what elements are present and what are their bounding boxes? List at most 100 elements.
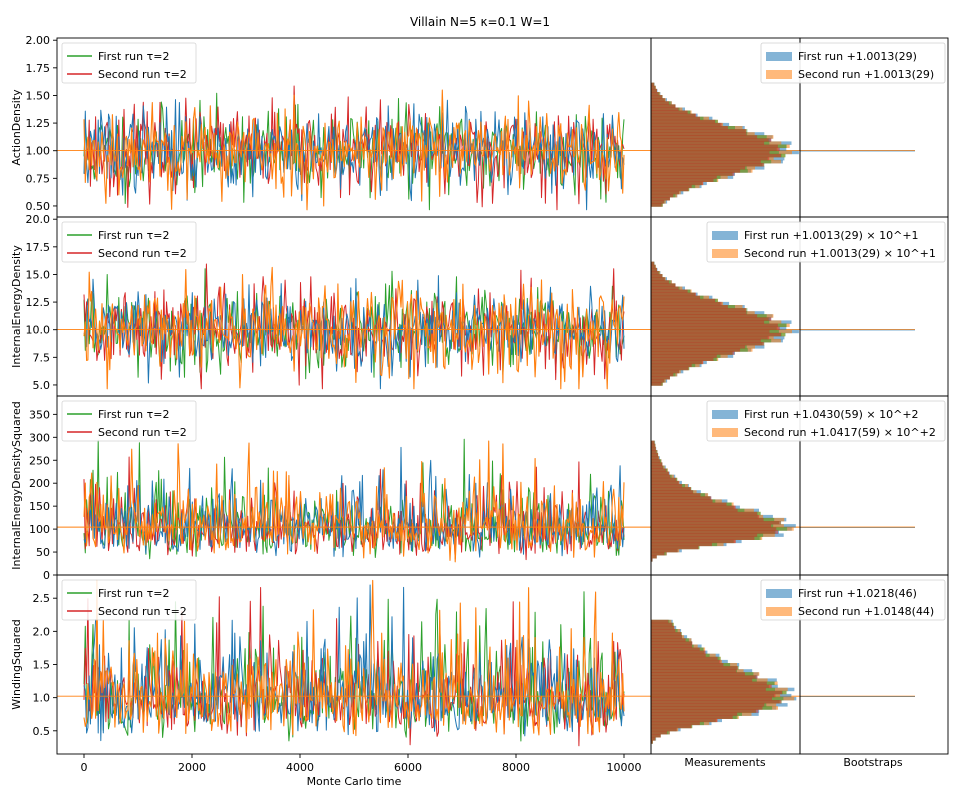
- hist-bar: [651, 740, 653, 744]
- hist-bar: [651, 675, 758, 679]
- legend-entry: First run τ=2: [98, 50, 169, 63]
- hist-bar: [651, 505, 736, 510]
- hist-bar: [651, 301, 722, 306]
- hist-bar: [651, 335, 770, 340]
- hist-bar: [651, 440, 655, 445]
- x-tick-label: 0: [81, 761, 88, 774]
- legend-entry: Second run τ=2: [98, 68, 187, 81]
- y-tick-label: 15.0: [26, 268, 51, 281]
- hist-bar: [651, 690, 783, 695]
- hist-bar: [651, 477, 677, 482]
- legend-entry: First run +1.0430(59) × 10^+2: [744, 408, 919, 421]
- legend-swatch: [712, 410, 738, 419]
- hist-bar: [651, 734, 661, 738]
- hist-bar: [651, 342, 765, 346]
- trace-legend: First run τ=2 Second run τ=2: [61, 221, 197, 263]
- hist-bar: [651, 533, 758, 537]
- hist-legend: First run +1.0430(59) × 10^+2 Second run …: [706, 400, 946, 442]
- y-tick-label: 1.00: [26, 145, 51, 158]
- hist-bar: [651, 314, 758, 318]
- hist-bar: [651, 351, 735, 355]
- hist-bar: [651, 159, 761, 164]
- hist-bar: [651, 92, 659, 96]
- hist-bar: [651, 730, 668, 735]
- hist-bar: [651, 332, 781, 337]
- bootstraps-column-label: Bootstraps: [843, 756, 903, 769]
- y-tick-label: 1.0: [33, 692, 51, 705]
- hist-bar: [651, 116, 700, 121]
- y-axis-label: InternalEnergyDensitySquared: [10, 401, 23, 569]
- hist-bar: [651, 669, 737, 673]
- hist-bar: [651, 629, 676, 633]
- hist-bar: [651, 98, 665, 102]
- legend-entry: Second run +1.0013(29): [798, 68, 934, 81]
- hist-bar: [651, 718, 718, 723]
- hist-bar: [651, 271, 659, 275]
- hist-bar: [651, 107, 679, 111]
- legend-entry: First run +1.0218(46): [798, 587, 917, 600]
- hist-bar: [651, 169, 741, 173]
- hist-bar: [651, 277, 665, 281]
- hist-bar: [651, 348, 741, 352]
- hist-bar: [651, 129, 747, 133]
- y-tick-label: 200: [29, 477, 50, 490]
- hist-bar: [651, 721, 700, 726]
- hist-bar: [651, 156, 770, 161]
- hist-bar: [651, 672, 745, 676]
- hist-bar: [651, 450, 657, 454]
- hist-bar: [651, 656, 718, 661]
- x-tick-label: 8000: [502, 761, 530, 774]
- y-tick-label: 250: [29, 454, 50, 467]
- hist-bar: [651, 622, 673, 627]
- hist-bar: [651, 468, 667, 472]
- legend-box: [760, 42, 946, 84]
- hist-bar: [651, 184, 692, 189]
- legend-entry: First run +1.0013(29) × 10^+1: [744, 229, 919, 242]
- hist-bar: [651, 178, 714, 182]
- hist-bar: [651, 104, 676, 108]
- y-tick-label: 10.0: [26, 324, 51, 337]
- hist-bar: [651, 311, 747, 315]
- hist-bar: [651, 360, 704, 365]
- hist-bar: [651, 650, 706, 655]
- hist-bar: [651, 647, 700, 651]
- y-tick-label: 2.00: [26, 34, 51, 47]
- y-tick-label: 350: [29, 408, 50, 421]
- hist-bar: [651, 122, 722, 127]
- hist-bar: [651, 295, 700, 300]
- hist-bar: [651, 163, 765, 167]
- hist-bar: [651, 706, 763, 710]
- hist-bar: [651, 119, 715, 124]
- hist-bar: [651, 737, 656, 741]
- y-tick-label: 7.5: [33, 351, 51, 364]
- hist-bar: [651, 539, 736, 544]
- hist-bar: [651, 453, 658, 457]
- y-tick-label: 2.0: [33, 625, 51, 638]
- trace-legend: First run τ=2 Second run τ=2: [61, 579, 197, 621]
- legend-box: [760, 579, 946, 621]
- hist-bar: [651, 376, 670, 380]
- legend-box: [706, 400, 946, 442]
- hist-bar: [651, 474, 671, 479]
- panels-container: 0.500.751.001.251.501.752.00ActionDensit…: [10, 34, 949, 774]
- hist-bar: [651, 496, 712, 500]
- y-tick-label: 100: [29, 523, 50, 536]
- y-tick-label: 1.50: [26, 89, 51, 102]
- y-tick-label: 0.5: [33, 725, 51, 738]
- y-tick-label: 2.5: [33, 592, 51, 605]
- hist-bar: [651, 132, 747, 136]
- hist-legend: First run +1.0013(29) Second run +1.0013(…: [760, 42, 946, 84]
- hist-bar: [651, 135, 758, 139]
- hist-bar: [651, 197, 670, 201]
- hist-bar: [651, 696, 772, 701]
- y-axis-label: InternalEnergyDensity: [10, 245, 23, 368]
- hist-bar: [651, 323, 778, 327]
- hist-bar: [651, 147, 780, 152]
- hist-bar: [651, 289, 688, 293]
- legend-swatch: [766, 589, 792, 598]
- trace-series-3: [83, 99, 625, 211]
- hist-bar: [651, 357, 714, 361]
- hist-bar: [651, 286, 679, 290]
- hist-bar: [651, 363, 692, 368]
- x-axis-label: Monte Carlo time: [307, 775, 402, 788]
